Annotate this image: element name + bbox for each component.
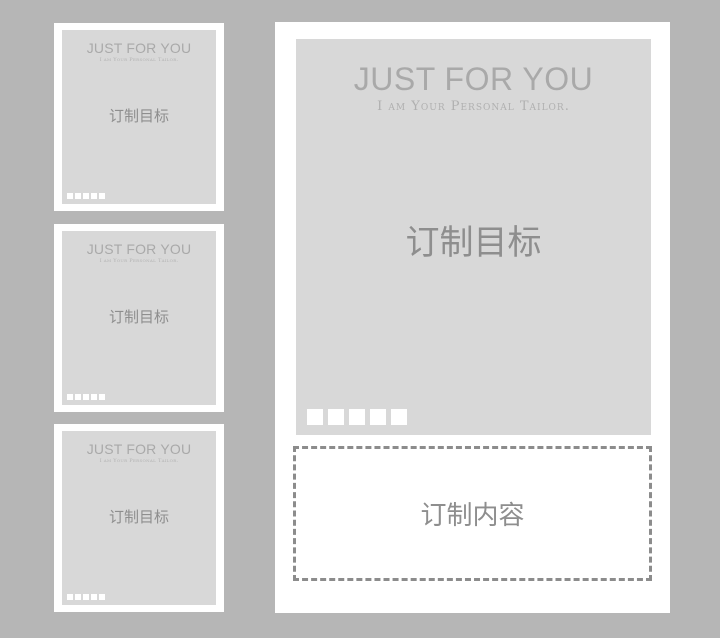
brand-tagline: I am Your Personal Tailor. xyxy=(377,99,570,114)
custom-content-area[interactable]: 订制内容 xyxy=(293,446,652,581)
main-preview-panel: JUST FOR YOU I am Your Personal Tailor. … xyxy=(296,39,651,435)
brand-title: JUST FOR YOU xyxy=(86,241,192,257)
slide-dot xyxy=(99,594,105,600)
goal-label: 订制目标 xyxy=(108,108,169,125)
brand-title: JUST FOR YOU xyxy=(86,441,192,457)
slide-indicators xyxy=(67,394,105,400)
slide-indicators xyxy=(67,594,105,600)
brand-tagline: I am Your Personal Tailor. xyxy=(99,458,179,464)
main-preview-card: JUST FOR YOU I am Your Personal Tailor. … xyxy=(275,22,670,613)
goal-label: 订制目标 xyxy=(405,224,542,262)
brand-tagline: I am Your Personal Tailor. xyxy=(99,57,179,63)
slide-dot xyxy=(99,394,105,400)
slide-dot xyxy=(75,594,81,600)
thumbnail-panel: JUST FOR YOU I am Your Personal Tailor. … xyxy=(62,431,216,605)
slide-dot[interactable] xyxy=(349,409,365,425)
thumbnail-card-1[interactable]: JUST FOR YOU I am Your Personal Tailor. … xyxy=(54,23,224,211)
brand-title: JUST FOR YOU xyxy=(86,40,192,56)
slide-dot xyxy=(83,594,89,600)
slide-dot[interactable] xyxy=(307,409,323,425)
brand-tagline: I am Your Personal Tailor. xyxy=(99,258,179,264)
thumbnail-card-2[interactable]: JUST FOR YOU I am Your Personal Tailor. … xyxy=(54,224,224,412)
slide-dot xyxy=(99,193,105,199)
slide-dot xyxy=(91,193,97,199)
slide-dot xyxy=(91,594,97,600)
slide-dot xyxy=(83,193,89,199)
goal-label: 订制目标 xyxy=(108,309,169,326)
slide-dot xyxy=(75,193,81,199)
brand-title: JUST FOR YOU xyxy=(353,61,594,97)
slide-dot[interactable] xyxy=(391,409,407,425)
thumbnail-panel: JUST FOR YOU I am Your Personal Tailor. … xyxy=(62,30,216,204)
slide-dot xyxy=(75,394,81,400)
goal-label: 订制目标 xyxy=(108,509,169,526)
slide-dot xyxy=(67,394,73,400)
slide-indicators xyxy=(307,409,407,425)
slide-dot[interactable] xyxy=(370,409,386,425)
thumbnail-card-3[interactable]: JUST FOR YOU I am Your Personal Tailor. … xyxy=(54,424,224,612)
slide-dot[interactable] xyxy=(328,409,344,425)
slide-indicators xyxy=(67,193,105,199)
slide-dot xyxy=(83,394,89,400)
slide-dot xyxy=(67,193,73,199)
thumbnail-panel: JUST FOR YOU I am Your Personal Tailor. … xyxy=(62,231,216,405)
slide-dot xyxy=(91,394,97,400)
slide-dot xyxy=(67,594,73,600)
